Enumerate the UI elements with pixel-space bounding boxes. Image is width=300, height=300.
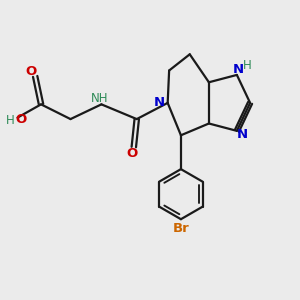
Text: NH: NH	[91, 92, 109, 105]
Text: N: N	[237, 128, 248, 141]
Text: Br: Br	[172, 221, 189, 235]
Text: N: N	[233, 63, 244, 76]
Text: O: O	[25, 64, 36, 78]
Text: N: N	[154, 96, 165, 110]
Text: H: H	[243, 59, 251, 72]
Text: O: O	[15, 112, 27, 126]
Text: H: H	[6, 114, 14, 127]
Text: O: O	[127, 147, 138, 160]
